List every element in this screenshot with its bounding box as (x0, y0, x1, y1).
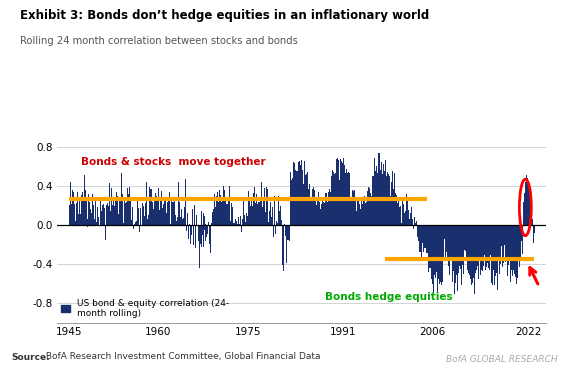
Legend: US bond & equity correlation (24-
month rolling): US bond & equity correlation (24- month … (61, 298, 229, 318)
Text: Rolling 24 month correlation between stocks and bonds: Rolling 24 month correlation between sto… (20, 36, 298, 46)
Text: BofA GLOBAL RESEARCH: BofA GLOBAL RESEARCH (446, 355, 558, 364)
Text: Source:: Source: (11, 352, 50, 362)
Text: Bonds & stocks  move together: Bonds & stocks move together (81, 156, 265, 166)
Text: BofA Research Investment Committee, Global Financial Data: BofA Research Investment Committee, Glob… (43, 352, 320, 362)
Text: Exhibit 3: Bonds don’t hedge equities in an inflationary world: Exhibit 3: Bonds don’t hedge equities in… (20, 9, 429, 22)
Text: Bonds hedge equities: Bonds hedge equities (325, 292, 453, 302)
